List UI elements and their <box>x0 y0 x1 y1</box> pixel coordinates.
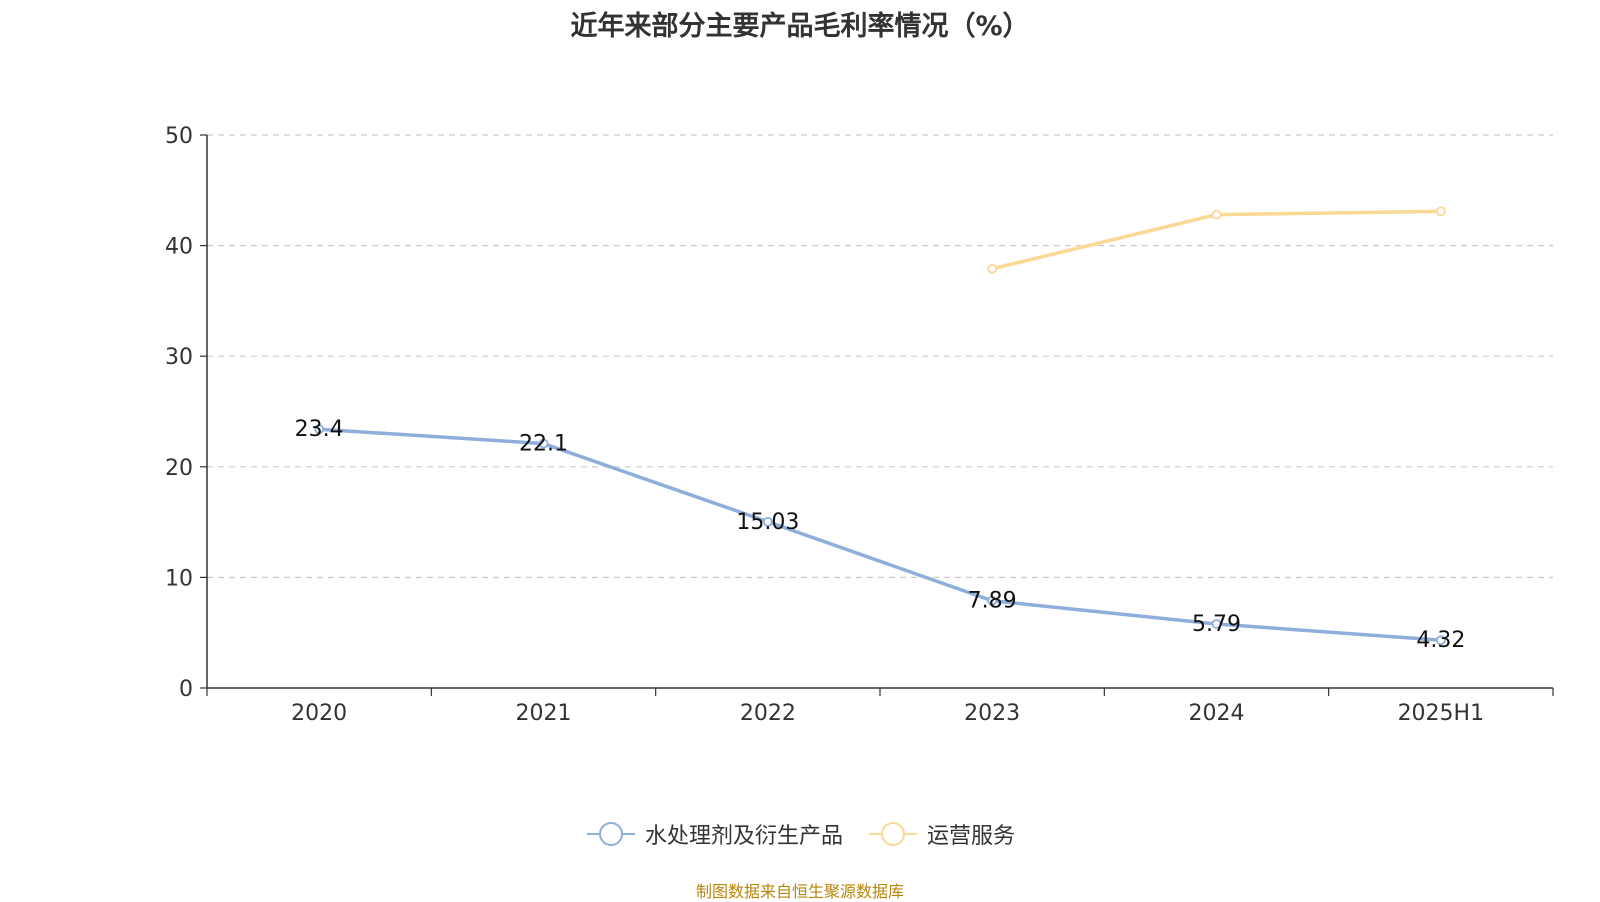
x-tick-label: 2021 <box>516 701 572 726</box>
source-note: 制图数据来自恒生聚源数据库 <box>695 882 904 901</box>
series-line-1 <box>990 209 1443 271</box>
data-point <box>987 595 998 606</box>
data-point <box>1435 206 1446 217</box>
legend-label: 水处理剂及衍生产品 <box>644 824 843 849</box>
y-tick-label: 10 <box>165 566 193 591</box>
series-line-0 <box>317 427 1443 642</box>
x-tick-label: 2023 <box>964 701 1020 726</box>
data-point <box>1435 635 1446 646</box>
axes: 0 10 20 30 40 50 2020 2021 2022 2023 2024 2025H1 <box>165 124 1554 726</box>
y-tick-label: 30 <box>165 345 193 370</box>
data-label: 23.4 <box>295 417 344 442</box>
legend: 水处理剂及衍生产品 运营服务 <box>0 818 1600 850</box>
legend-label: 运营服务 <box>927 824 1016 849</box>
grid-lines <box>207 134 1553 579</box>
data-point <box>538 438 549 449</box>
data-point <box>987 263 998 274</box>
data-point <box>762 516 773 527</box>
legend-line-circle-icon <box>586 822 635 846</box>
data-label: 22.1 <box>519 432 568 457</box>
data-point <box>314 424 325 435</box>
data-label: 4.32 <box>1416 628 1465 653</box>
x-tick-label: 2025H1 <box>1398 701 1485 726</box>
y-tick-label: 50 <box>165 124 193 149</box>
data-point <box>1211 619 1222 629</box>
y-tick-label: 0 <box>179 677 193 702</box>
data-point <box>1211 209 1222 220</box>
chart-title: 近年来部分主要产品毛利率情况（%） <box>570 11 1030 42</box>
x-tick-label: 2020 <box>291 701 347 726</box>
legend-item-operation-services[interactable]: 运营服务 <box>867 818 1015 850</box>
data-label: 5.79 <box>1192 612 1241 637</box>
series <box>314 206 1446 646</box>
legend-line-circle-icon <box>869 822 917 846</box>
y-tick-label: 20 <box>165 456 193 481</box>
y-tick-label: 40 <box>165 235 193 260</box>
data-labels: 23.4 22.1 15.03 7.89 5.79 4.32 <box>295 417 1466 653</box>
data-label: 15.03 <box>736 510 799 535</box>
data-label: 7.89 <box>968 589 1017 614</box>
x-tick-label: 2024 <box>1189 701 1245 726</box>
x-tick-label: 2022 <box>740 701 796 726</box>
legend-item-water-treatment[interactable]: 水处理剂及衍生产品 <box>585 818 843 850</box>
